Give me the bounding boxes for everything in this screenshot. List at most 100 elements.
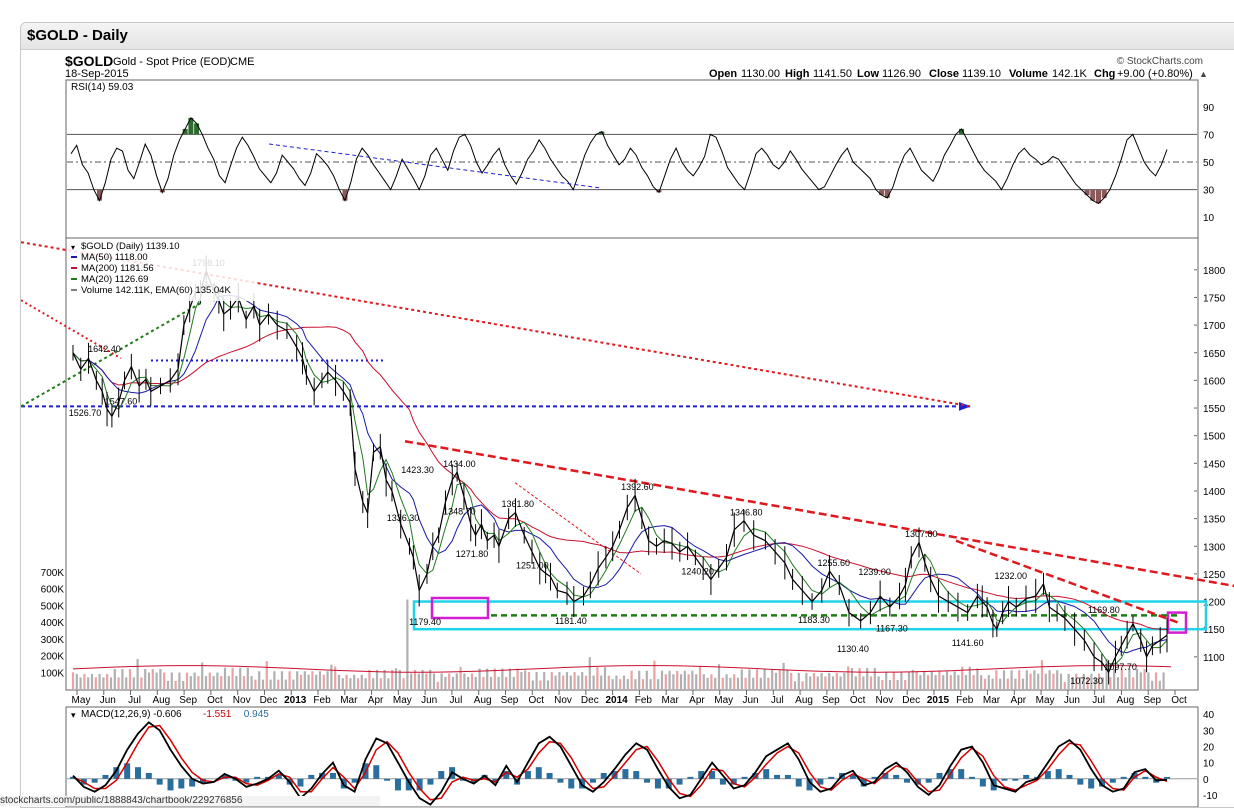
ma200-line (72, 326, 1168, 630)
x-tick-label: Dec (902, 695, 920, 706)
price-tick-label: 1800 (1203, 266, 1226, 277)
price-line-segment (904, 557, 912, 586)
volume-label: Volume (1009, 68, 1048, 80)
x-tick-label: Mar (340, 695, 358, 706)
price-annotation: 1392.60 (621, 482, 654, 492)
price-annotation: 1169.80 (1088, 605, 1120, 615)
price-line-segment (626, 495, 636, 508)
window-title: $GOLD - Daily (27, 27, 128, 44)
price-line-segment (1140, 640, 1148, 658)
price-line-segment (80, 357, 90, 370)
price-panel-frame (65, 237, 1199, 691)
legend-background (67, 241, 257, 301)
price-line-segment (145, 379, 152, 392)
price-line-segment (1093, 656, 1103, 663)
price-line-segment (1114, 645, 1122, 658)
price-panel: 1800 1750 1700 1650 1600 1550 1500 1450 1400 1350… (21, 241, 1234, 686)
price-line-segment (583, 584, 591, 597)
price-line-segment (1108, 656, 1117, 673)
price-line-segment (106, 408, 113, 417)
symbol-label: $GOLD (65, 53, 113, 69)
x-tick-label: Aug (1117, 695, 1135, 706)
x-tick-label: Feb (635, 695, 653, 706)
x-tick-label: Jul (771, 695, 784, 706)
price-line-segment (996, 612, 1004, 630)
price-line-segment (432, 534, 440, 547)
price-line-segment (349, 402, 356, 469)
x-tick-label: May (1036, 695, 1055, 706)
high-value: 1141.50 (813, 68, 852, 80)
price-line-segment (531, 551, 541, 569)
ma50-line (72, 295, 1168, 654)
price-annotation: 1423.30 (401, 465, 434, 475)
price-line-segment (848, 612, 862, 622)
price-annotation: 1642.40 (88, 344, 121, 354)
x-tick-label: Aug (474, 695, 492, 706)
price-annotation: 1251.00 (516, 560, 549, 570)
price-tick-label: 1100 (1203, 653, 1225, 664)
open-label: Open (709, 68, 737, 80)
collapse-arrow-icon[interactable]: ▲ (1199, 69, 1208, 79)
x-tick-label: Jul (450, 695, 463, 706)
x-tick-label: Apr (368, 695, 384, 706)
price-line-segment (223, 308, 231, 315)
low-value: 1126.90 (882, 68, 921, 80)
price-line-segment (679, 545, 688, 553)
x-tick-label: Jul (1092, 695, 1105, 706)
symbol-description: Gold - Spot Price (EOD) (113, 56, 231, 68)
price-line-segment (1025, 595, 1036, 600)
price-line-segment (618, 507, 628, 530)
price-line-segment (641, 518, 650, 541)
x-tick-label: Oct (1171, 695, 1187, 706)
price-line-segment (470, 523, 477, 536)
price-line-segment (391, 490, 402, 525)
x-tick-label: Aug (152, 695, 170, 706)
volume-ema-line (72, 665, 1172, 673)
x-tick-label: Sep (1143, 695, 1161, 706)
x-tick-label: Mar (662, 695, 680, 706)
price-line-segment (947, 601, 959, 608)
macd-legend-label: MACD(12,26,9) -0.606 (81, 709, 182, 720)
price-line-segment (301, 358, 307, 376)
x-tick-label: Jun (742, 695, 758, 706)
price-line-segment (687, 545, 696, 558)
price-line-segment (671, 543, 681, 553)
price-line-segment (1064, 617, 1076, 630)
price-line-segment (438, 501, 447, 536)
open-value: 1130.00 (741, 68, 780, 80)
price-line-segment (362, 501, 369, 514)
price-line-segment (634, 495, 643, 519)
rsi-tick-label: 70 (1203, 130, 1215, 141)
low-label: Low (857, 68, 879, 80)
price-line-segment (1126, 623, 1134, 635)
chg-label: Chg (1094, 68, 1115, 80)
price-annotation: 1179.40 (409, 617, 441, 627)
price-line-segment (508, 512, 516, 520)
price-line-segment (930, 579, 940, 597)
x-tick-label: Nov (554, 695, 572, 706)
price-line-segment (899, 584, 906, 597)
legend-swatch-icon: ▾ (71, 710, 76, 720)
price-line-segment (1048, 606, 1058, 614)
price-line-segment (354, 468, 364, 503)
price-annotation: 1232.00 (994, 571, 1027, 581)
price-line-segment (321, 371, 329, 381)
price-line-segment (1083, 639, 1095, 658)
price-tick-label: 1550 (1203, 404, 1226, 415)
downtrend-line-early (21, 299, 122, 360)
price-line-segment (1074, 628, 1085, 641)
macd-legend-label: 0.945 (244, 709, 269, 720)
price-line-segment (373, 446, 381, 453)
price-line-segment (612, 529, 621, 547)
price-annotation: 1336.30 (387, 513, 420, 523)
price-line-segment (245, 305, 255, 320)
chg-value: +9.00 (+0.80%) (1117, 68, 1193, 80)
price-line-segment (101, 391, 108, 410)
price-line-segment (267, 313, 278, 326)
price-line-segment (335, 380, 344, 392)
price-line-segment (408, 546, 414, 558)
ma20-line (72, 284, 1168, 665)
volume-tick-label: 600K (41, 585, 65, 596)
price-tick-label: 1450 (1203, 459, 1226, 470)
